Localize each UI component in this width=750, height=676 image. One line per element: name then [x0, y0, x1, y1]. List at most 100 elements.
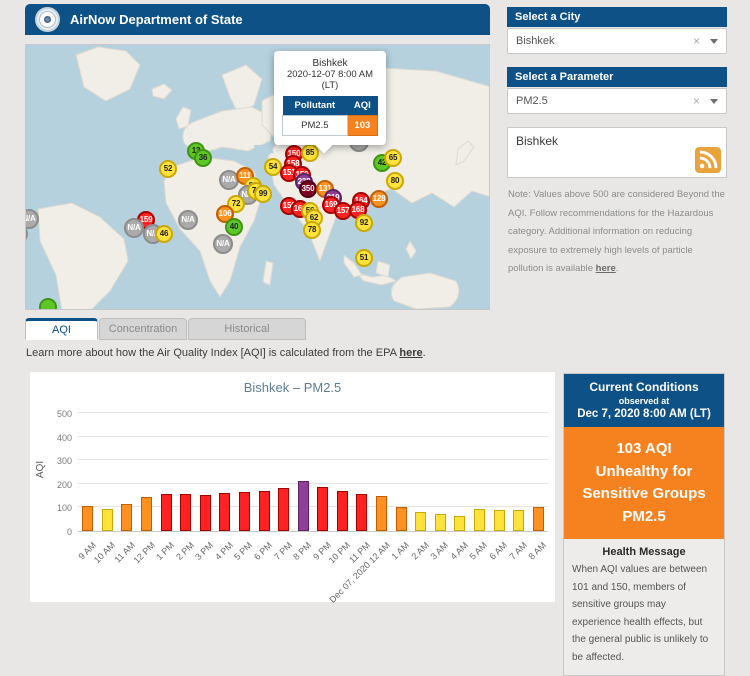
chart-bar[interactable] — [82, 506, 94, 531]
rss-feed-icon[interactable] — [695, 147, 721, 173]
chart-bar[interactable] — [395, 507, 407, 531]
map-marker[interactable]: N/A — [178, 210, 198, 230]
tab-historical[interactable]: Historical — [188, 318, 306, 340]
map-marker[interactable]: 51 — [355, 249, 373, 267]
y-axis-tick-label: 300 — [56, 456, 72, 467]
map-marker[interactable]: N/A — [213, 234, 233, 254]
observed-at-label: observed at — [618, 396, 670, 406]
gridline — [78, 412, 548, 413]
chart-bar[interactable] — [532, 507, 544, 531]
chart-bar[interactable] — [278, 488, 290, 531]
aqi-summary-block: 103 AQI Unhealthy for Sensitive Groups P… — [564, 427, 724, 539]
x-axis-label: 7 AM — [507, 540, 529, 562]
chart-bar[interactable] — [473, 509, 485, 531]
learn-more-prefix: Learn more about how the Air Quality Ind… — [26, 347, 400, 359]
chart-bar[interactable] — [415, 512, 427, 531]
parameter-clear-icon[interactable]: × — [692, 94, 700, 108]
world-map-basemap — [37, 46, 489, 309]
chart-bar[interactable] — [141, 497, 153, 531]
popup-table: Pollutant AQI PM2.5 103 — [282, 96, 379, 136]
note-text: Note: Values above 500 are considered Be… — [508, 189, 725, 275]
map-popup: Bishkek 2020-12-07 8:00 AM (LT) Pollutan… — [274, 51, 386, 145]
map-marker[interactable]: N/A — [26, 209, 39, 229]
aqi-category: Unhealthy for Sensitive Groups — [582, 462, 706, 503]
gridline — [78, 482, 548, 484]
chart-bar[interactable] — [297, 481, 309, 531]
x-axis-label: 8 AM — [526, 540, 549, 562]
chart-bar[interactable] — [336, 491, 348, 531]
popup-datetime: 2020-12-07 8:00 AM — [286, 69, 374, 80]
chart-bar[interactable] — [101, 509, 113, 531]
y-axis-tick-label: 400 — [56, 432, 72, 443]
x-axis-label: 6 AM — [487, 540, 510, 562]
epa-here-link[interactable]: here — [399, 347, 423, 359]
map-marker[interactable]: 128 — [370, 190, 388, 208]
x-axis-label: 2 PM — [173, 540, 196, 562]
tab-concentration[interactable]: Concentration — [99, 318, 187, 340]
chart-bar[interactable] — [160, 494, 172, 531]
parameter-select[interactable]: PM2.5 × — [507, 88, 727, 114]
parameter-chevron-down-icon[interactable] — [710, 98, 718, 104]
current-conditions-title: Current Conditions — [589, 380, 699, 394]
chart-title: Bishkek – PM2.5 — [243, 380, 342, 395]
chart-bar[interactable] — [238, 492, 250, 531]
map-marker[interactable]: 65 — [384, 149, 402, 167]
map-marker[interactable]: 80 — [386, 172, 404, 190]
city-chevron-down-icon[interactable] — [710, 38, 718, 44]
select-city-label: Select a City — [507, 7, 727, 27]
map-marker[interactable]: 350 — [299, 180, 317, 198]
chart-bar[interactable] — [317, 487, 329, 531]
note-here-link[interactable]: here — [595, 263, 616, 275]
y-axis-tick-label: 200 — [56, 479, 72, 490]
map-marker[interactable]: 46 — [155, 225, 173, 243]
y-axis-tick-label: 100 — [56, 503, 72, 514]
map-marker[interactable]: 92 — [355, 214, 373, 232]
x-axis-label: 2 AM — [409, 540, 431, 562]
learn-more-text: Learn more about how the Air Quality Ind… — [26, 347, 426, 359]
chart-bar[interactable] — [356, 494, 368, 531]
map-marker[interactable]: 52 — [159, 160, 177, 178]
view-tabs: AQI Concentration Historical — [25, 318, 307, 340]
chart-bar[interactable] — [219, 493, 231, 531]
x-axis-label: 1 PM — [154, 540, 177, 562]
map-marker[interactable]: N/A — [124, 218, 144, 238]
popup-pollutant-value: PM2.5 — [282, 115, 348, 136]
popup-aqi-header: AQI — [347, 96, 378, 116]
select-parameter-label: Select a Parameter — [507, 67, 727, 87]
map-marker[interactable]: 78 — [303, 221, 321, 239]
city-clear-icon[interactable]: × — [692, 34, 700, 48]
map-marker[interactable] — [39, 298, 57, 309]
x-axis-label: 12 PM — [131, 540, 157, 566]
gridline — [78, 459, 548, 461]
map-marker[interactable]: 99 — [254, 185, 272, 203]
x-axis-label: 4 AM — [448, 540, 470, 562]
chart-bar[interactable] — [121, 504, 133, 531]
chart-bar[interactable] — [513, 510, 525, 531]
current-conditions-header: Current Conditions observed at Dec 7, 20… — [564, 374, 724, 427]
tab-aqi[interactable]: AQI — [25, 318, 98, 340]
aqi-pollutant: PM2.5 — [622, 507, 666, 525]
health-message-body: When AQI values are between 101 and 150,… — [572, 564, 709, 663]
world-aqi-map[interactable]: 133652N/A11186N/A7199547210640N/AN/A159N… — [25, 44, 490, 310]
beyond-aqi-note: Note: Values above 500 are considered Be… — [508, 186, 727, 279]
x-axis-label: 6 PM — [252, 540, 275, 562]
chart-bar[interactable] — [493, 510, 505, 531]
y-axis-tick-label: 0 — [66, 527, 72, 537]
chart-bar[interactable] — [454, 516, 466, 531]
city-select[interactable]: Bishkek × — [507, 28, 727, 54]
chart-bar[interactable] — [434, 514, 446, 531]
chart-bar[interactable] — [258, 491, 270, 531]
x-axis-label: 5 PM — [232, 540, 255, 562]
aqi-value: 103 AQI — [616, 440, 672, 457]
current-conditions-panel: Current Conditions observed at Dec 7, 20… — [563, 373, 725, 676]
chart-bar[interactable] — [180, 494, 192, 531]
observed-at-datetime: Dec 7, 2020 8:00 AM (LT) — [577, 408, 711, 420]
map-marker[interactable]: 85 — [301, 144, 319, 162]
chart-bar[interactable] — [199, 495, 211, 531]
chart-plot-area — [78, 412, 548, 532]
parameter-select-value: PM2.5 — [516, 95, 548, 107]
chart-bar[interactable] — [376, 496, 388, 531]
x-axis-label: 4 PM — [213, 540, 235, 562]
map-marker[interactable]: 36 — [194, 149, 212, 167]
map-marker[interactable]: 40 — [225, 218, 243, 236]
